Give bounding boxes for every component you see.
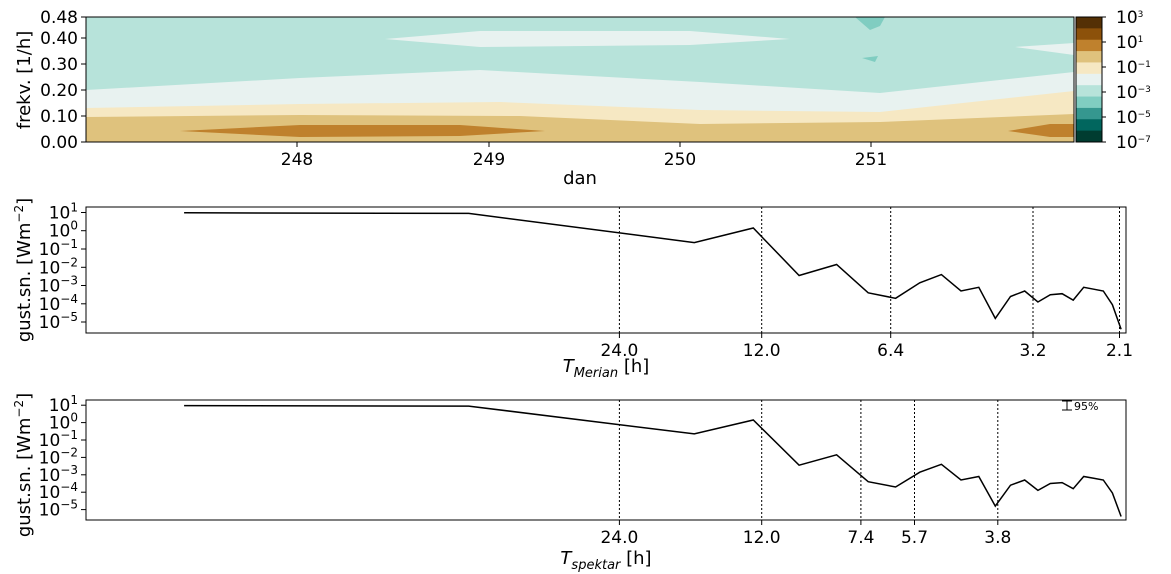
colorbar-ticks: 103 101 10−1 10−3 10−5 10−7 xyxy=(1102,8,1151,153)
xtick-label: 12.0 xyxy=(743,341,781,361)
heatmap-xtick-label: 249 xyxy=(473,150,505,170)
merian-x-axis: 24.0 12.0 6.4 3.2 2.1 xyxy=(600,333,1133,361)
heatmap-y-axis: 0.00 0.10 0.20 0.30 0.40 0.48 frekv. [1/… xyxy=(14,8,86,153)
xtick-label: 2.1 xyxy=(1106,341,1133,361)
ytick-label: 10−1 xyxy=(39,237,78,260)
xtick-label: 7.4 xyxy=(847,528,874,548)
colorbar-segment xyxy=(1076,119,1102,132)
confidence-interval: 95% xyxy=(1062,400,1098,413)
ytick-label: 10−4 xyxy=(39,480,78,503)
colorbar-segment xyxy=(1076,96,1102,109)
colorbar-segment xyxy=(1076,17,1102,29)
colorbar-tick-label: 10−3 xyxy=(1116,83,1151,103)
heatmap-x-label: dan xyxy=(563,168,597,189)
heatmap-xtick-label: 250 xyxy=(664,150,696,170)
heatmap-ytick-label: 0.48 xyxy=(40,8,78,28)
heatmap-spot-dark xyxy=(855,17,885,30)
colorbar-frame xyxy=(1075,16,1103,143)
heatmap-frame xyxy=(85,16,1075,143)
heatmap-ytick-label: 0.00 xyxy=(40,133,78,153)
heatmap-ytick-label: 0.20 xyxy=(40,81,78,101)
heatmap-x-axis: 248 249 250 251 dan xyxy=(281,142,887,189)
spektar-vlines xyxy=(618,400,999,520)
merian-plot-frame xyxy=(85,206,1127,334)
merian-vlines xyxy=(618,207,1120,333)
xtick-label: 24.0 xyxy=(600,528,638,548)
heatmap-spot-right xyxy=(1015,43,1074,55)
merian-psd-line xyxy=(184,212,1122,330)
colorbar-tick-label: 10−1 xyxy=(1116,58,1151,78)
heatmap-ytick-label: 0.10 xyxy=(40,107,78,127)
heatmap-spot-small xyxy=(862,56,878,62)
heatmap-y-label: frekv. [1/h] xyxy=(14,31,35,130)
xtick-label: 3.8 xyxy=(984,528,1011,548)
colorbar-segment xyxy=(1076,28,1102,41)
ytick-label: 100 xyxy=(49,219,78,242)
xtick-label: 6.4 xyxy=(877,341,904,361)
colorbar-segment xyxy=(1076,130,1102,143)
xtick-label: 3.2 xyxy=(1019,341,1046,361)
xtick-label: 24.0 xyxy=(600,341,638,361)
heatmap-xtick-label: 248 xyxy=(281,150,313,170)
colorbar-segment xyxy=(1076,107,1102,120)
heatmap-ytick-label: 0.30 xyxy=(40,55,78,75)
xtick-label: 12.0 xyxy=(743,528,781,548)
colorbar-segment xyxy=(1076,39,1102,52)
spektar-psd-line xyxy=(184,404,1122,517)
ytick-label: 10−2 xyxy=(39,445,78,468)
heatmap-xtick-label: 251 xyxy=(855,150,887,170)
ytick-label: 101 xyxy=(49,201,78,224)
spektar-plot-frame xyxy=(85,399,1127,521)
colorbar-tick-label: 10−7 xyxy=(1116,133,1151,153)
heatmap-ytick-label: 0.40 xyxy=(40,29,78,49)
colorbar-segment xyxy=(1076,85,1102,98)
ytick-label: 10−5 xyxy=(39,498,78,521)
ytick-label: 10−3 xyxy=(39,274,78,297)
ytick-label: 10−3 xyxy=(39,463,78,486)
ytick-label: 101 xyxy=(49,393,78,416)
ytick-label: 10−2 xyxy=(39,255,78,278)
colorbar-tick-label: 101 xyxy=(1116,33,1143,53)
ytick-label: 10−5 xyxy=(39,310,78,333)
heatmap-spot-upper xyxy=(385,31,790,47)
colorbar-segment xyxy=(1076,51,1102,63)
spektar-x-label: Tspektar [h] xyxy=(560,548,651,573)
heatmap-area xyxy=(86,17,1074,142)
xtick-label: 5.7 xyxy=(901,528,928,548)
ytick-label: 100 xyxy=(49,411,78,434)
colorbar-segment xyxy=(1076,73,1102,86)
ci-label: 95% xyxy=(1074,400,1098,413)
heatmap-panel: 0.00 0.10 0.20 0.30 0.40 0.48 frekv. [1/… xyxy=(14,8,1151,189)
colorbar xyxy=(1076,17,1102,143)
heatmap-peak-right xyxy=(1008,124,1074,137)
spektar-x-axis: 24.0 12.0 7.4 5.7 3.8 xyxy=(600,520,1011,548)
heatmap-peak-left xyxy=(180,125,545,137)
colorbar-tick-label: 10−5 xyxy=(1116,108,1151,128)
ytick-label: 10−1 xyxy=(39,428,78,451)
colorbar-segment xyxy=(1076,62,1102,75)
ytick-label: 10−4 xyxy=(39,292,78,315)
colorbar-tick-label: 103 xyxy=(1116,8,1143,28)
spektar-y-label: gust.sn. [Wm−2] xyxy=(12,393,35,537)
merian-x-label: TMerian [h] xyxy=(563,356,650,381)
merian-y-label: gust.sn. [Wm−2] xyxy=(12,198,35,342)
